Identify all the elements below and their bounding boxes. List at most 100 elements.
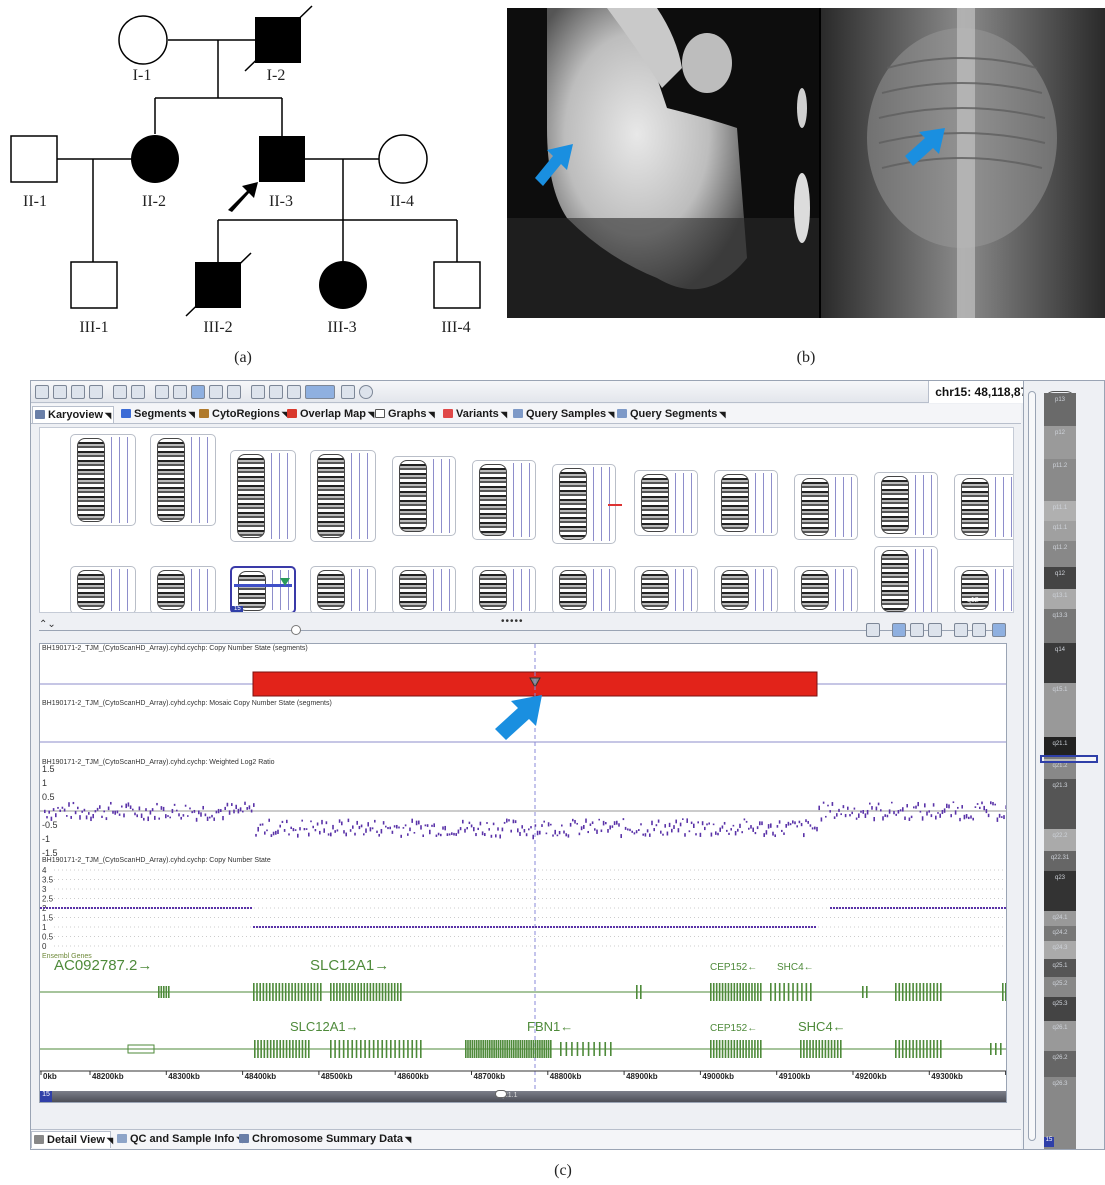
karyotype-card[interactable] xyxy=(954,474,1013,540)
pan-icon[interactable] xyxy=(910,623,924,637)
tab-graphs[interactable]: Graphs ◥ xyxy=(373,406,435,423)
karyotype-card[interactable] xyxy=(150,434,216,526)
exon-mark xyxy=(1005,983,1006,1001)
band-label: q12 xyxy=(967,597,979,604)
karyotype-card[interactable] xyxy=(472,566,536,612)
karyotype-card[interactable] xyxy=(552,566,616,612)
log2-point xyxy=(965,814,968,819)
karyotype-card[interactable] xyxy=(634,566,698,612)
select-icon[interactable] xyxy=(53,385,67,399)
splitter-grip-icon[interactable]: ••••• xyxy=(501,616,524,627)
pointer-icon[interactable] xyxy=(892,623,906,637)
panel-splitter[interactable]: ⌃⌄ ••••• xyxy=(31,616,1021,638)
select-region-icon[interactable] xyxy=(928,623,942,637)
grid-icon[interactable] xyxy=(173,385,187,399)
ideogram-band xyxy=(1044,459,1076,501)
settings-icon[interactable] xyxy=(89,385,103,399)
karyotype-card[interactable] xyxy=(714,566,778,612)
table-icon[interactable] xyxy=(71,385,85,399)
karyotype-card[interactable] xyxy=(310,450,376,542)
zoom-icon[interactable] xyxy=(113,385,127,399)
filter-icon[interactable] xyxy=(35,385,49,399)
axis-tick-label: 48600kb xyxy=(397,1072,429,1081)
pedigree-label: II-4 xyxy=(390,193,414,210)
ideogram-band xyxy=(1044,779,1076,829)
karyotype-card[interactable]: q12 xyxy=(954,566,1013,612)
log2-point xyxy=(125,803,127,809)
karyotype-card[interactable] xyxy=(70,434,136,526)
karyotype-card[interactable] xyxy=(150,566,216,612)
expand-icon[interactable] xyxy=(305,385,335,399)
karyotype-card[interactable] xyxy=(70,566,136,612)
karyotype-card[interactable] xyxy=(230,450,296,542)
log2-point xyxy=(765,830,768,835)
export-icon[interactable] xyxy=(341,385,355,399)
exon-mark xyxy=(727,1040,730,1058)
exon-mark xyxy=(751,1040,753,1058)
exon-mark xyxy=(898,983,901,1001)
image-icon[interactable] xyxy=(287,385,301,399)
karyotype-card[interactable] xyxy=(472,460,536,540)
ideogram-scrollbar[interactable] xyxy=(1028,391,1036,1141)
cn-tick-label: 0.5 xyxy=(42,933,54,942)
tab-overlap-map[interactable]: Overlap Map ◥ xyxy=(285,406,374,423)
log2-point xyxy=(246,807,248,810)
tab-detail-view[interactable]: Detail View ◥ xyxy=(31,1131,113,1148)
marker-icon[interactable] xyxy=(191,385,205,399)
exon-mark xyxy=(390,1040,392,1058)
scroll-handle[interactable] xyxy=(495,1090,507,1098)
exon-mark xyxy=(610,1042,612,1056)
tab-karyoview[interactable]: Karyoview ◥ xyxy=(32,406,114,423)
exon-mark xyxy=(539,1040,541,1058)
karyotype-card[interactable] xyxy=(794,474,858,540)
tab-query-samples[interactable]: Query Samples ◥ xyxy=(511,406,614,423)
karyotype-card[interactable] xyxy=(634,470,698,536)
log2-point xyxy=(429,829,431,835)
binoculars-icon[interactable] xyxy=(131,385,145,399)
pencil-icon[interactable] xyxy=(251,385,265,399)
tab-query-segments[interactable]: Query Segments ◥ xyxy=(615,406,726,423)
karyotype-card[interactable] xyxy=(714,470,778,536)
exon-mark xyxy=(254,1040,256,1058)
log2-point xyxy=(411,818,413,823)
axis-tick-label: 48900kb xyxy=(626,1072,658,1081)
fit-icon[interactable] xyxy=(992,623,1006,637)
help-icon[interactable] xyxy=(359,385,373,399)
log2-point xyxy=(459,827,462,831)
collapse-icon[interactable]: ⌃⌄ xyxy=(39,619,56,630)
tab-cytoregions[interactable]: CytoRegions ◥ xyxy=(197,406,288,423)
log2-point xyxy=(886,814,889,818)
ideogram-selection-box[interactable] xyxy=(1040,755,1098,763)
karyotype-card[interactable] xyxy=(874,546,938,612)
ideogram-band-label: q11.1 xyxy=(1052,525,1068,531)
zoom-in-icon[interactable] xyxy=(972,623,986,637)
detail-view-panel: BH190171-2_TJM_(CytoScanHD_Array).cyhd.c… xyxy=(39,643,1007,1103)
karyotype-card[interactable] xyxy=(874,472,938,538)
log2-point xyxy=(83,808,86,812)
print-icon[interactable] xyxy=(866,623,880,637)
karyotype-card[interactable] xyxy=(392,456,456,536)
tab-qc-sample-info[interactable]: QC and Sample Info◥ xyxy=(115,1131,243,1148)
chart-icon[interactable] xyxy=(227,385,241,399)
log2-point xyxy=(176,809,178,812)
exon-mark xyxy=(733,1040,736,1058)
karyotype-card[interactable] xyxy=(794,566,858,612)
tab-segments[interactable]: Segments ◥ xyxy=(119,406,195,423)
karyotype-card[interactable] xyxy=(552,464,616,544)
baseline-icon[interactable] xyxy=(209,385,223,399)
zoom-slider-handle[interactable] xyxy=(291,625,301,635)
zoom-out-icon[interactable] xyxy=(954,623,968,637)
karyotype-card[interactable]: 15 xyxy=(230,566,296,612)
log2-point xyxy=(1005,805,1006,810)
tab-chromosome-summary[interactable]: Chromosome Summary Data ◥ xyxy=(237,1131,411,1148)
karyotype-card[interactable] xyxy=(392,566,456,612)
log2-point xyxy=(270,834,273,837)
log2-point xyxy=(380,828,383,834)
log2-point xyxy=(917,801,919,807)
karyotype-card[interactable] xyxy=(310,566,376,612)
exon-mark xyxy=(519,1040,522,1058)
exon-mark xyxy=(372,1040,375,1058)
report-icon[interactable] xyxy=(155,385,169,399)
tab-variants[interactable]: Variants ◥ xyxy=(441,406,507,423)
overlay-icon[interactable] xyxy=(269,385,283,399)
